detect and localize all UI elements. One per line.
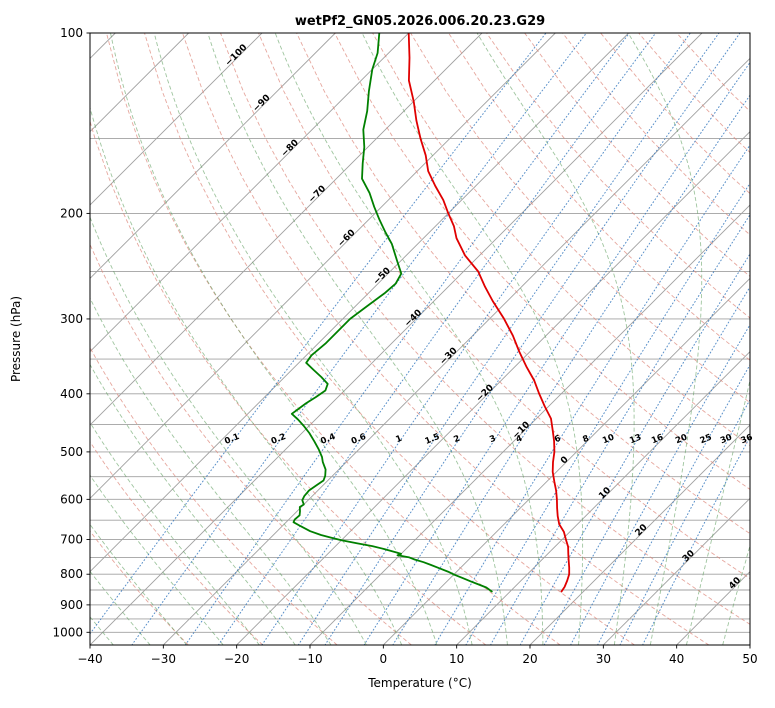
mixing-ratio-label: 6 [553, 434, 562, 446]
pressure-gridlines [90, 32, 750, 633]
isotherms [90, 33, 750, 645]
x-tick-label: 40 [669, 652, 684, 666]
y-tick-label: 400 [60, 387, 83, 401]
y-tick-label: 500 [60, 445, 83, 459]
y-tick-label: 1000 [52, 625, 83, 639]
mixing-ratio-label: 16 [650, 433, 665, 447]
plot-frame [89, 32, 751, 646]
moist-adiabats [90, 33, 750, 645]
mixing-ratio-label: 8 [581, 434, 590, 446]
y-tick-label: 900 [60, 598, 83, 612]
x-tick-label: 50 [742, 652, 757, 666]
y-tick-label: 100 [60, 26, 83, 40]
mixing-ratio-label: 30 [719, 433, 734, 447]
x-tick-label: 30 [596, 652, 611, 666]
mixing-ratio-lines [90, 33, 750, 645]
mixing-ratio-label: 36 [740, 433, 755, 447]
mixing-ratio-label: 2 [452, 434, 461, 446]
mixing-ratio-label: 4 [515, 434, 524, 446]
mixing-ratio-label: 20 [674, 433, 689, 447]
x-tick-label: −40 [77, 652, 102, 666]
isotherm-label: 0 [559, 455, 571, 467]
y-tick-label: 300 [60, 312, 83, 326]
mixing-ratio-label: 1 [394, 434, 403, 446]
x-tick-label: 10 [449, 652, 464, 666]
x-axis-label: Temperature (°C) [367, 676, 472, 690]
x-tick-label: 0 [380, 652, 388, 666]
y-axis: 100 200 300 400 500 600 700 800 900 1000 [52, 26, 90, 639]
x-tick-label: −10 [297, 652, 322, 666]
y-tick-label: 700 [60, 532, 83, 546]
x-tick-label: 20 [522, 652, 537, 666]
dewpoint-curve [290, 33, 493, 593]
y-tick-label: 800 [60, 567, 83, 581]
x-tick-label: −30 [151, 652, 176, 666]
mixing-ratio-label: 3 [488, 434, 497, 446]
x-axis: −40 −30 −20 −10 0 10 20 30 40 50 [77, 645, 758, 666]
mixing-ratio-label: 13 [628, 433, 643, 447]
dry-adiabats [90, 33, 750, 645]
temperature-curve [407, 33, 571, 593]
y-tick-label: 200 [60, 206, 83, 220]
y-tick-label: 600 [60, 492, 83, 506]
mixing-ratio-label: 10 [601, 433, 616, 447]
y-axis-label: Pressure (hPa) [9, 296, 23, 382]
x-tick-label: −20 [224, 652, 249, 666]
mixing-ratio-label: 25 [699, 433, 714, 447]
chart-title: wetPf2_GN05.2026.006.20.23.G29 [295, 14, 545, 29]
